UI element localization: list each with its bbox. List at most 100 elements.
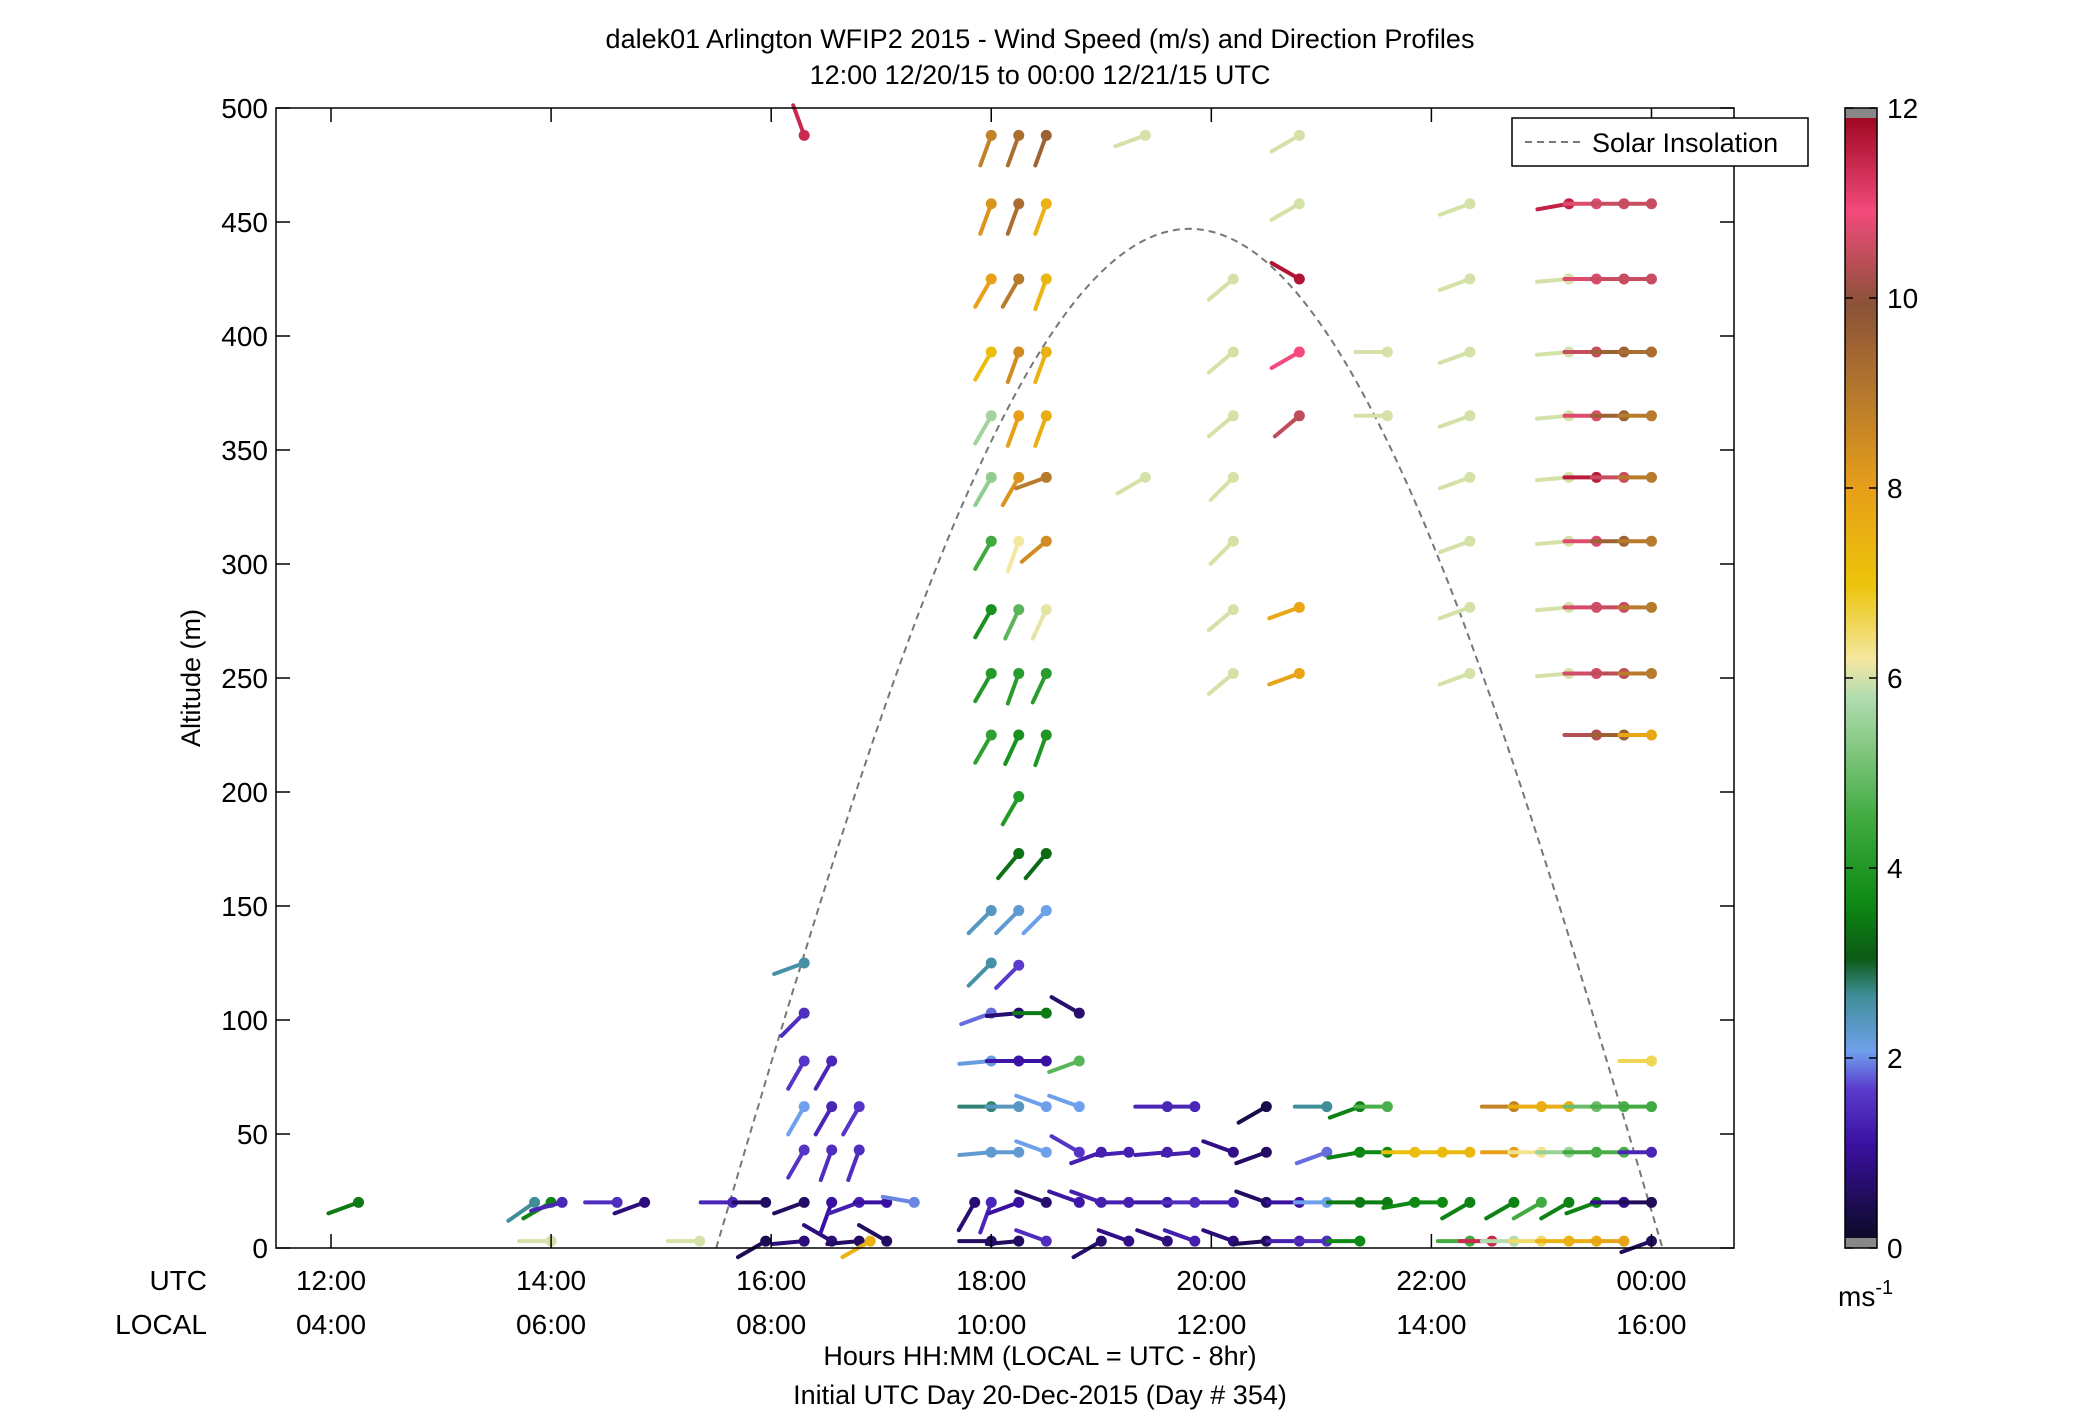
wind-barb-dot: [1013, 1101, 1025, 1113]
wind-barb: [1160, 1101, 1201, 1113]
wind-barb-dot: [1040, 848, 1052, 860]
wind-barb: [1014, 1139, 1052, 1158]
wind-barb-dot: [1040, 410, 1052, 422]
wind-barb: [994, 905, 1025, 936]
wind-barb: [996, 848, 1025, 881]
colorbar: 0 2 4 6 8 10 12: [1844, 93, 1918, 1264]
wind-barb-dot: [826, 1101, 838, 1113]
y-axis-ticks: 0 50 100 150 200 250 300 350 400 450 500: [221, 93, 1734, 1264]
wind-barb-dot: [1013, 1146, 1025, 1158]
wind-barb: [813, 1101, 838, 1137]
wind-barb-dot: [1645, 1196, 1657, 1208]
wind-barb-dot: [1013, 1235, 1025, 1247]
wind-barb-dot: [1645, 471, 1657, 483]
wind-barb: [1617, 601, 1657, 613]
legend: Solar Insolation: [1511, 117, 1809, 167]
wind-barb-dot: [985, 273, 997, 285]
wind-barb-dot: [1013, 905, 1025, 917]
wind-barb: [1206, 273, 1239, 302]
wind-barb: [1071, 1235, 1107, 1260]
wind-barb-dot: [1464, 346, 1476, 358]
wind-barb: [1135, 1228, 1173, 1247]
wind-barb-dot: [1095, 1235, 1107, 1247]
wind-barb-dot: [1645, 535, 1657, 547]
x-tick-label-local: 12:00: [1176, 1309, 1246, 1340]
wind-barb-dot: [1464, 1196, 1476, 1208]
wind-barb-dot: [1139, 129, 1151, 141]
wind-barb-dot: [1040, 1101, 1052, 1113]
wind-barb: [1353, 410, 1393, 422]
wind-barb: [978, 129, 997, 168]
wind-barb-dot: [985, 604, 997, 616]
wind-barb: [1353, 1101, 1393, 1113]
wind-barb: [665, 1235, 706, 1247]
wind-barb: [1269, 129, 1305, 154]
chart-subtitle: 12:00 12/20/15 to 00:00 12/21/15 UTC: [810, 60, 1271, 90]
wind-barb-dot: [826, 1196, 838, 1208]
wind-barb: [1236, 1101, 1272, 1125]
wind-barb-dot: [1381, 410, 1393, 422]
wind-barb: [1617, 471, 1657, 483]
wind-barb: [1115, 471, 1151, 496]
wind-barb: [1617, 1055, 1657, 1067]
wind-barb: [1021, 905, 1052, 936]
wind-barb: [786, 1055, 810, 1091]
wind-barb: [1033, 729, 1052, 768]
wind-barb: [1353, 346, 1393, 358]
wind-barb-dot: [1645, 1146, 1657, 1158]
wind-barb: [1012, 1007, 1052, 1019]
wind-barb: [1030, 604, 1052, 641]
colorbar-tick-label: 8: [1887, 473, 1903, 504]
wind-barb-dot: [760, 1235, 772, 1247]
wind-barb-dot: [798, 957, 810, 969]
utc-row-label: UTC: [149, 1265, 207, 1296]
wind-barb-dot: [908, 1196, 920, 1208]
wind-barb-dot: [1040, 1196, 1052, 1208]
wind-barb: [772, 1196, 810, 1216]
y-tick-label: 100: [221, 1005, 268, 1036]
wind-barb-dot: [798, 1101, 810, 1113]
wind-barb-dot: [1293, 198, 1305, 210]
x-tick-label-utc: 18:00: [956, 1265, 1026, 1296]
wind-barb-dot: [1013, 848, 1025, 860]
wind-barb: [1014, 1093, 1052, 1113]
wind-barb: [1234, 1189, 1272, 1208]
x-axis-label-2: Initial UTC Day 20-Dec-2015 (Day # 354): [793, 1380, 1287, 1410]
wind-barb: [1437, 667, 1476, 687]
wind-barb-dot: [760, 1196, 772, 1208]
wind-barb-dot: [1040, 273, 1052, 285]
wind-barb: [1201, 1139, 1239, 1158]
wind-barb: [1617, 535, 1657, 547]
wind-barb-dot: [1227, 471, 1239, 483]
x-tick-label-utc: 20:00: [1176, 1265, 1246, 1296]
wind-barb-dot: [694, 1235, 706, 1247]
wind-barb: [1208, 535, 1239, 566]
colorbar-tick-label: 12: [1887, 93, 1918, 124]
wind-barb: [1511, 1196, 1547, 1221]
wind-barb-dot: [1013, 1196, 1025, 1208]
wind-barb: [813, 1055, 838, 1091]
wind-barb-dot: [1040, 1146, 1052, 1158]
wind-barb: [1047, 1093, 1085, 1113]
wind-barb: [973, 729, 997, 765]
wind-barb: [1617, 1196, 1657, 1208]
wind-barb-dot: [1073, 1007, 1085, 1019]
wind-barb: [984, 1235, 1025, 1247]
x-tick-label-local: 14:00: [1396, 1309, 1466, 1340]
wind-barb: [1292, 1101, 1333, 1113]
y-tick-label: 450: [221, 207, 268, 238]
wind-barb-dot: [1464, 471, 1476, 483]
wind-barb: [1408, 1196, 1448, 1208]
wind-barb-dot: [1013, 198, 1025, 210]
wind-barb-dot: [1464, 198, 1476, 210]
wind-barb-dot: [985, 471, 997, 483]
wind-barb-dot: [1013, 729, 1025, 741]
wind-barb: [1160, 1146, 1201, 1158]
solar-insolation-curve: [715, 227, 1664, 1248]
wind-barb: [1437, 198, 1476, 217]
wind-barb-dot: [1293, 410, 1305, 422]
wind-barb-dot: [1013, 667, 1025, 679]
wind-barb: [1206, 667, 1239, 697]
y-tick-label: 200: [221, 777, 268, 808]
wind-barb: [1000, 791, 1025, 827]
